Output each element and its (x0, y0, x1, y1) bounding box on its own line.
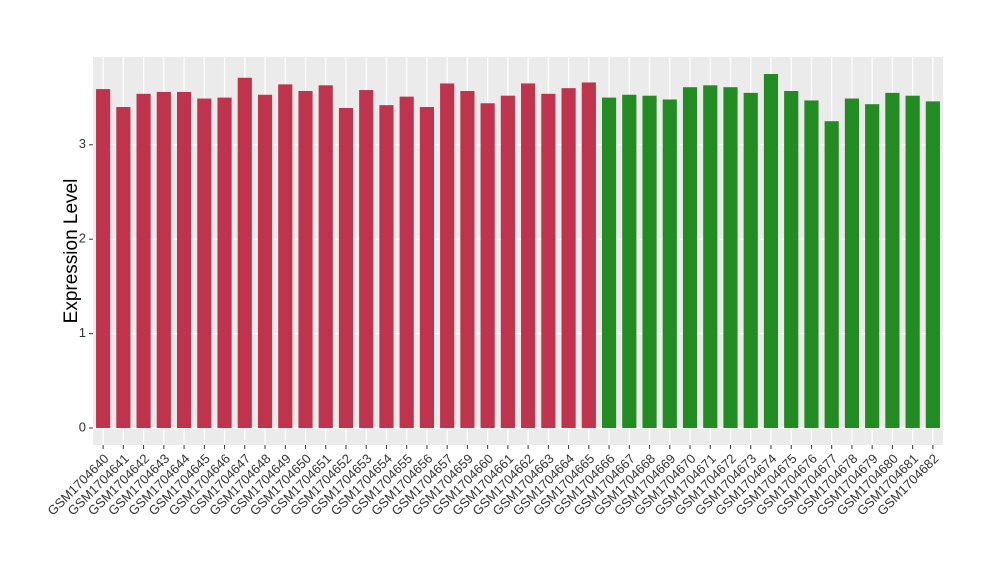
y-tick-label: 2 (79, 231, 86, 246)
bar (500, 95, 515, 429)
bar (176, 91, 192, 429)
bar (96, 89, 111, 429)
bar (197, 98, 212, 429)
bar (784, 90, 799, 429)
y-tick-label: 1 (79, 325, 86, 340)
bar (460, 90, 475, 429)
bar (298, 90, 313, 429)
bar (622, 94, 637, 429)
bar (419, 107, 435, 429)
bar (379, 105, 394, 429)
bar (561, 88, 576, 429)
bar (642, 95, 657, 429)
bar (136, 93, 151, 429)
bar (359, 90, 374, 429)
bar (278, 84, 293, 429)
bar (318, 85, 333, 429)
bar (763, 73, 779, 429)
y-axis-label: Expression Level (61, 179, 82, 324)
bar (581, 82, 596, 429)
y-tick-label: 3 (79, 136, 86, 151)
bar (925, 101, 940, 429)
bar (116, 107, 131, 429)
bar (156, 91, 171, 429)
bar (601, 97, 617, 429)
bar (905, 95, 920, 429)
bar (804, 100, 819, 429)
bar (237, 77, 252, 429)
bar (662, 99, 677, 429)
bar (865, 104, 880, 429)
plot-background (93, 57, 943, 445)
bar (521, 83, 536, 429)
bar (682, 87, 698, 429)
y-tick-label: 0 (79, 419, 86, 434)
bar (257, 94, 273, 429)
bar (399, 96, 414, 429)
bar (480, 103, 495, 429)
bar (217, 97, 232, 429)
bar (885, 92, 900, 429)
bar (844, 98, 860, 429)
bar (338, 107, 354, 429)
bar (743, 92, 758, 429)
bar (723, 87, 738, 429)
bar (440, 83, 455, 429)
bar (541, 93, 556, 429)
bar (824, 121, 839, 429)
bar (703, 85, 718, 429)
